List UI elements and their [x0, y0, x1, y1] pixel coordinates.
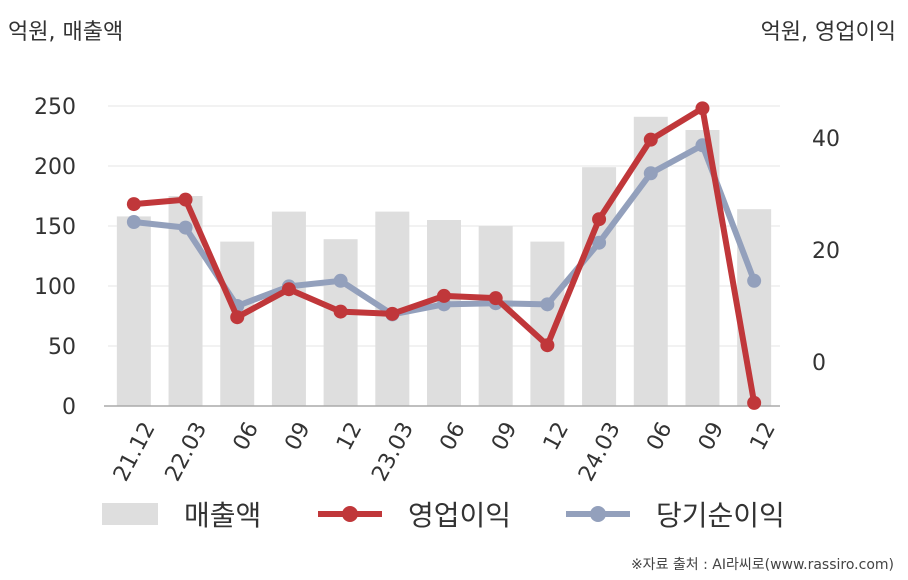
point-operating-profit — [230, 310, 245, 325]
legend-label-revenue: 매출액 — [184, 499, 262, 532]
point-operating-profit — [385, 306, 400, 321]
point-operating-profit — [540, 338, 555, 353]
x-axis-tick-label: 09 — [487, 418, 522, 454]
right-axis-tick-label: 0 — [812, 351, 826, 376]
point-net-profit — [126, 215, 141, 229]
legend-item-revenue: 매출액 — [102, 494, 261, 534]
point-operating-profit — [747, 395, 762, 410]
right-axis-tick-label: 40 — [812, 127, 840, 152]
point-net-profit — [592, 235, 607, 250]
bar-revenue — [737, 209, 772, 406]
point-net-profit — [643, 166, 658, 181]
point-operating-profit — [126, 197, 141, 212]
x-axis-tick-label: 06 — [436, 418, 471, 454]
legend-label-operating-profit: 영업이익 — [408, 499, 512, 532]
point-operating-profit — [437, 288, 451, 303]
left-axis-tick-label: 150 — [34, 215, 76, 240]
point-operating-profit — [178, 192, 193, 207]
x-axis-tick-label: 24.03 — [574, 418, 626, 485]
bar-revenue — [478, 226, 513, 406]
legend-swatch-operating-profit — [318, 504, 382, 524]
x-axis-tick-label: 21.12 — [109, 418, 161, 485]
x-axis-tick-label: 12 — [539, 418, 574, 454]
point-operating-profit — [488, 291, 503, 306]
legend-label-net-profit: 당기순이익 — [656, 499, 785, 532]
left-axis-tick-label: 250 — [34, 95, 76, 120]
bar-revenue — [116, 216, 151, 406]
bar-revenue — [323, 239, 358, 406]
point-net-profit — [540, 297, 555, 312]
x-axis-tick-label: 12 — [746, 418, 781, 454]
right-axis-tick-label: 20 — [812, 239, 840, 264]
point-net-profit — [747, 273, 762, 288]
legend-swatch-net-profit — [566, 504, 630, 524]
x-axis-tick-label: 06 — [229, 418, 264, 454]
legend-item-operating-profit: 영업이익 — [318, 494, 511, 534]
x-axis-tick-label: 12 — [332, 418, 367, 454]
legend-item-net-profit: 당기순이익 — [566, 494, 785, 534]
left-axis-tick-label: 100 — [34, 275, 76, 300]
source-note: ※자료 출처 : AI라씨로(www.rassiro.com) — [630, 557, 894, 573]
x-axis-tick-label: 22.03 — [161, 418, 213, 485]
point-operating-profit — [333, 304, 348, 319]
x-axis-tick-label: 23.03 — [367, 418, 419, 485]
point-operating-profit — [592, 212, 607, 227]
point-net-profit — [333, 273, 348, 288]
left-axis-tick-label: 50 — [48, 335, 76, 360]
point-operating-profit — [643, 132, 658, 147]
x-axis-tick-label: 09 — [280, 418, 315, 454]
legend: 매출액 영업이익 당기순이익 — [0, 494, 908, 534]
point-net-profit — [178, 220, 193, 235]
right-axis-unit: 억원, 영업이익 — [760, 20, 896, 45]
left-axis-tick-label: 0 — [62, 395, 76, 420]
legend-swatch-revenue — [102, 503, 158, 525]
x-axis-tick-label: 06 — [642, 418, 677, 454]
x-axis-tick-label: 09 — [694, 418, 729, 454]
bar-revenue — [271, 211, 306, 406]
point-operating-profit — [281, 282, 296, 297]
left-axis-tick-label: 200 — [34, 155, 76, 180]
bar-revenue — [427, 220, 461, 406]
left-axis-unit: 억원, 매출액 — [8, 20, 124, 45]
point-operating-profit — [695, 101, 710, 116]
